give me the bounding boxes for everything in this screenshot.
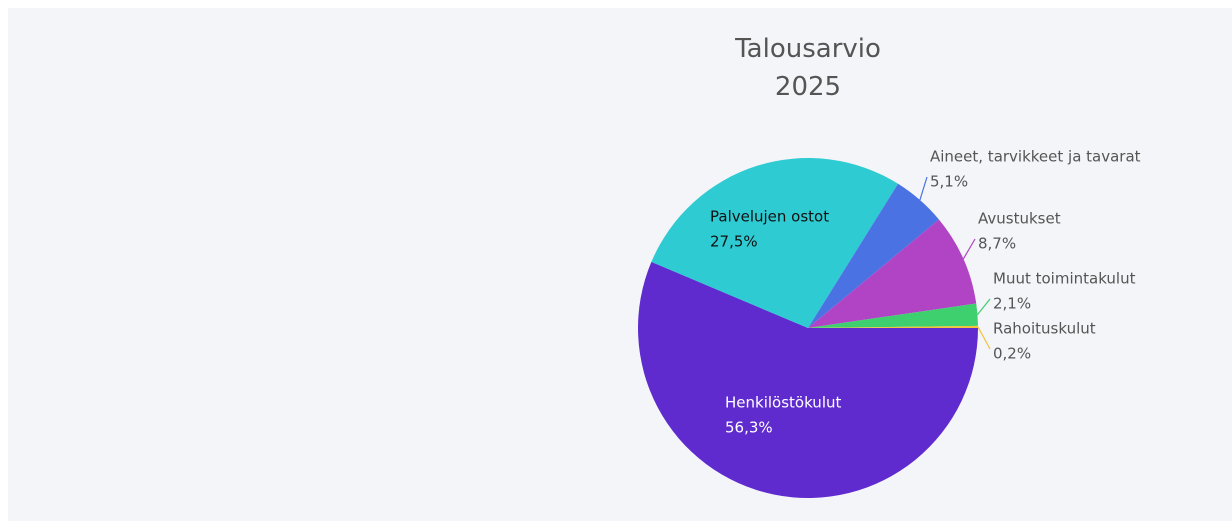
- slice-value-label: 2,1%: [993, 295, 1031, 313]
- pie-slice: [808, 183, 939, 328]
- pie-slice: [651, 157, 899, 328]
- slice-label: Avustukset: [978, 210, 1061, 228]
- leader-line: [919, 176, 928, 201]
- slice-value-label: 56,3%: [725, 419, 773, 437]
- slice-value-label: 27,5%: [710, 233, 758, 251]
- pie-slice: [808, 325, 978, 328]
- leader-line: [962, 238, 976, 260]
- slice-value-label: 5,1%: [930, 173, 968, 191]
- background: [8, 8, 1232, 521]
- leader-line: [977, 326, 991, 350]
- pie-slice: [808, 219, 977, 328]
- leader-line: [977, 298, 991, 316]
- slice-label: Muut toimintakulut: [993, 270, 1136, 288]
- pie-slice: [808, 303, 978, 328]
- slice-value-label: 8,7%: [978, 235, 1016, 253]
- slice-label: Henkilöstökulut: [725, 394, 841, 412]
- slice-value-label: 0,2%: [993, 345, 1031, 363]
- pie-slice: [637, 261, 978, 499]
- chart-title: Talousarvio 2025: [735, 34, 881, 102]
- slice-label: Palvelujen ostot: [710, 208, 829, 226]
- slice-label: Rahoituskulut: [993, 320, 1096, 338]
- slice-label: Aineet, tarvikkeet ja tavarat: [930, 148, 1141, 166]
